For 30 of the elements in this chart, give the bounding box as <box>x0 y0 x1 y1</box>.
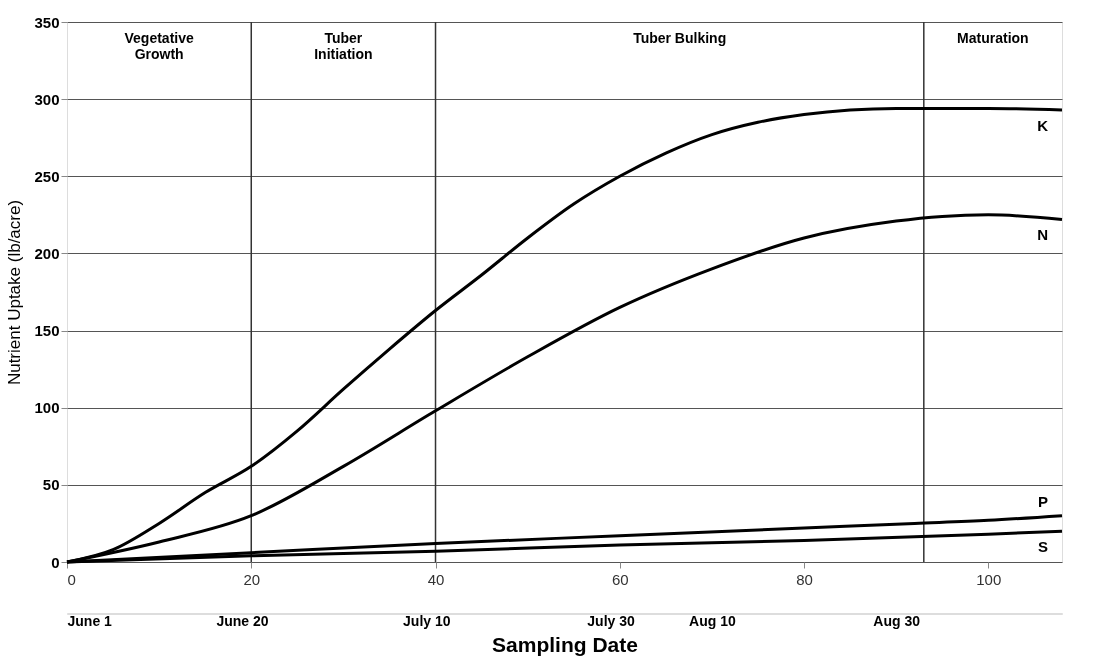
y-tick-label: 300 <box>34 90 60 108</box>
x-tick-label: 40 <box>427 570 445 588</box>
x-tick-label: 0 <box>67 570 76 588</box>
x2-tick-label: July 10 <box>403 612 451 629</box>
y-tick-label: 200 <box>34 244 60 262</box>
y-tick-label: 0 <box>51 553 60 571</box>
annotation: Tuber Bulking <box>633 30 727 46</box>
series-label: P <box>1037 492 1048 510</box>
y-tick-label: 350 <box>34 13 60 31</box>
y-tick-label: 100 <box>34 399 60 417</box>
series-label: K <box>1037 116 1049 134</box>
y-tick-label: 250 <box>34 167 60 185</box>
series-label: S <box>1037 538 1048 556</box>
x2-tick-label: June 1 <box>67 612 113 629</box>
x-tick-label: 100 <box>976 570 1002 588</box>
x2-tick-label: July 30 <box>587 612 636 629</box>
x2-tick-label: Aug 30 <box>873 612 921 629</box>
x-tick-label: 60 <box>611 570 629 588</box>
x-tick-label: 80 <box>796 570 813 588</box>
y-tick-label: 50 <box>42 476 60 494</box>
annotation: Maturation <box>957 30 1029 46</box>
annotation: Vegetative Growth <box>124 30 194 62</box>
y-axis-title: Nutrient Uptake (lb/acre) <box>5 199 25 386</box>
x-tick-label: 20 <box>243 570 261 588</box>
x-axis-title: Sampling Date <box>492 632 638 656</box>
series-label: N <box>1037 226 1048 244</box>
x2-tick-label: Aug 10 <box>689 612 736 629</box>
y-tick-label: 150 <box>34 322 60 340</box>
x2-tick-label: June 20 <box>216 612 269 629</box>
annotation: Tuber Initiation <box>314 30 373 62</box>
